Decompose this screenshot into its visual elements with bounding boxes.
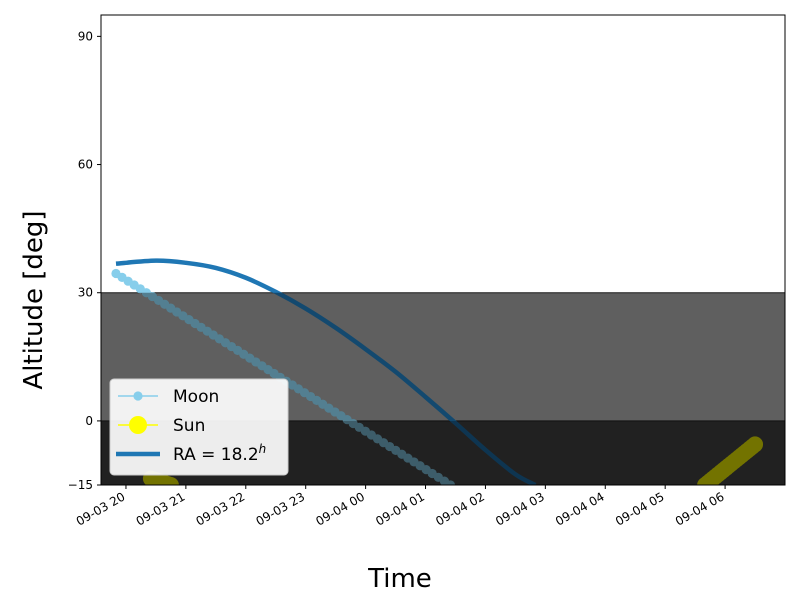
y-tick-label: 90 <box>78 29 93 43</box>
legend-moon-marker <box>133 391 143 401</box>
x-tick-label: 09-03 23 <box>253 489 307 528</box>
x-tick-label: 09-04 03 <box>493 489 547 528</box>
legend-label-superscript: h <box>259 442 267 456</box>
y-axis-label: Altitude [deg] <box>19 210 49 389</box>
x-axis: 09-03 20 09-03 21 09-03 22 09-03 23 09-04 00… <box>74 485 727 529</box>
legend-box <box>109 378 289 476</box>
y-axis: −15 0 30 60 90 <box>68 29 101 492</box>
x-tick-label: 09-04 00 <box>313 489 367 528</box>
legend-sun-marker <box>129 416 147 434</box>
x-tick-label: 09-04 05 <box>613 489 667 528</box>
y-tick-label: 60 <box>78 158 93 172</box>
plot-frame <box>100 14 786 486</box>
y-tick-label: 30 <box>78 286 93 300</box>
y-tick-label: 0 <box>85 414 93 428</box>
x-tick-label: 09-04 01 <box>373 489 427 528</box>
x-tick-label: 09-03 22 <box>194 489 248 528</box>
legend-label: Sun <box>173 416 205 436</box>
x-tick-label: 09-04 04 <box>553 489 607 528</box>
x-tick-label: 09-03 21 <box>134 489 188 528</box>
x-tick-label: 09-04 06 <box>673 489 727 528</box>
legend-label: Moon <box>173 387 219 407</box>
x-axis-label: Time <box>367 564 432 594</box>
legend-label: RA = 18.2h <box>173 442 266 465</box>
x-tick-label: 09-03 20 <box>74 489 128 528</box>
legend: Moon Sun RA = 18.2h <box>109 378 289 476</box>
x-tick-label: 09-04 02 <box>433 489 487 528</box>
y-tick-label: −15 <box>68 478 93 492</box>
